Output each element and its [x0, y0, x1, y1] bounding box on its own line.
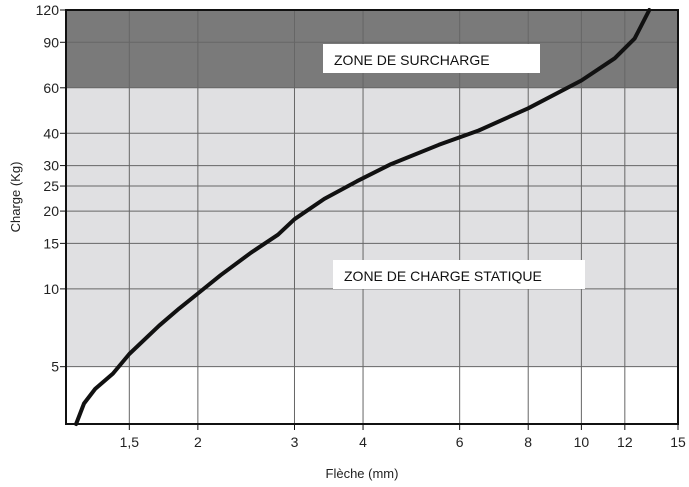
y-tick-label: 60 — [43, 80, 59, 96]
y-tick-label: 15 — [43, 235, 59, 251]
x-tick-label: 4 — [359, 434, 367, 450]
plot-frame — [65, 9, 679, 425]
zone-overload-label: ZONE DE SURCHARGE — [334, 52, 490, 68]
y-tick-label: 10 — [43, 281, 59, 297]
y-tick-label: 120 — [36, 2, 60, 18]
x-tick-label: 1,5 — [120, 434, 140, 450]
load-deflection-curve — [74, 8, 652, 426]
y-tick-label: 25 — [43, 178, 59, 194]
y-tick-label: 20 — [43, 203, 59, 219]
x-tick-label: 6 — [456, 434, 464, 450]
x-tick-label: 3 — [291, 434, 299, 450]
zone-static-label: ZONE DE CHARGE STATIQUE — [344, 268, 542, 284]
y-tick-label: 5 — [51, 359, 59, 375]
x-tick-label: 8 — [524, 434, 532, 450]
zone-overload-label-box — [323, 44, 540, 73]
x-tick-label: 2 — [194, 434, 202, 450]
x-tick-label: 12 — [617, 434, 633, 450]
y-tick-label: 30 — [43, 158, 59, 174]
x-tick-label: 15 — [670, 434, 686, 450]
x-tick-label: 10 — [574, 434, 590, 450]
grid-lines — [66, 10, 678, 424]
y-axis-label: Charge (Kg) — [8, 162, 23, 233]
x-axis-label: Flèche (mm) — [326, 466, 399, 481]
y-axis-ticks: 5 10 15 20 25 30 40 60 90 120 — [36, 2, 66, 375]
y-tick-label: 40 — [43, 125, 59, 141]
zone-static-label-box — [333, 260, 585, 289]
y-tick-label: 90 — [43, 34, 59, 50]
x-axis-ticks: 1,5 2 3 4 6 8 10 12 15 — [120, 424, 686, 450]
